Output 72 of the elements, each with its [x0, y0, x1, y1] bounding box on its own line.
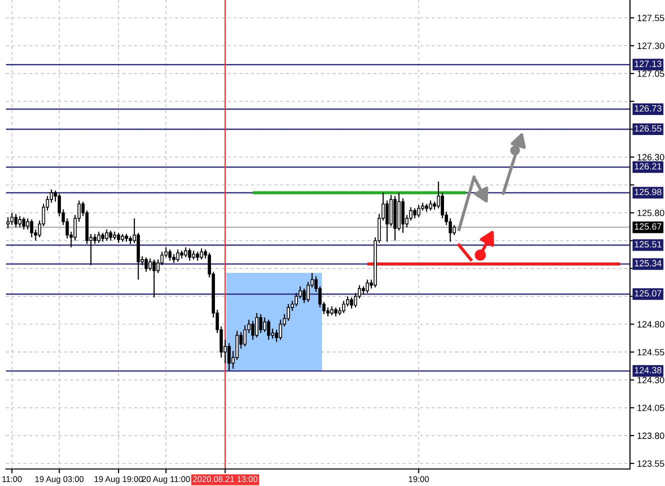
candlestick	[259, 314, 262, 334]
candlestick	[105, 228, 108, 242]
x-tick-label: 20 Aug 11:00	[142, 476, 190, 484]
candlestick	[386, 200, 389, 242]
candlestick	[152, 259, 156, 298]
y-tick-label: 127.30	[638, 42, 664, 50]
candlestick	[251, 320, 254, 340]
candlestick	[302, 288, 306, 304]
candlestick	[18, 216, 22, 228]
x-tick-label: 19:00	[408, 476, 429, 482]
candlestick	[286, 304, 290, 322]
ref-line-label: 125.07	[634, 290, 662, 297]
y-tick-label: 127.55	[638, 14, 664, 22]
candlestick	[188, 248, 192, 262]
ref-line-label: 127.13	[634, 60, 662, 68]
candlestick	[228, 342, 231, 372]
candlestick	[10, 212, 14, 226]
candlestick	[184, 246, 188, 258]
candlestick	[452, 224, 456, 236]
x-tick-label: 2020.08.21 13:00	[193, 476, 258, 482]
y-tick-label: 126.30	[638, 154, 664, 160]
candlestick	[417, 204, 420, 218]
candlestick	[30, 218, 34, 238]
y-tick-label: 123.80	[638, 432, 664, 439]
candlestick	[413, 208, 416, 219]
y-tick-label: 127.05	[638, 70, 664, 77]
candlestick	[428, 200, 432, 212]
y-tick-label: 123.55	[638, 460, 664, 467]
candlestick	[440, 192, 444, 219]
candlestick	[50, 188, 54, 204]
candlestick	[97, 231, 100, 244]
candlestick	[22, 216, 26, 230]
candlestick	[6, 216, 10, 229]
ref-line-label: 126.73	[634, 105, 662, 112]
candlestick	[263, 316, 266, 333]
x-tick-label: 11:00	[2, 476, 22, 482]
candlestick	[401, 198, 405, 234]
ref-line-label: 125.67	[634, 223, 662, 230]
ref-line-label: 125.98	[634, 188, 662, 196]
ref-line-label: 126.21	[634, 163, 662, 170]
candlestick	[26, 218, 30, 230]
y-tick-label: 125.80	[638, 210, 664, 216]
candlestick	[235, 330, 239, 360]
candlestick	[109, 230, 112, 242]
candlestick	[243, 324, 247, 348]
candlestick	[14, 213, 18, 228]
ref-line-label: 126.55	[634, 125, 662, 132]
ref-line-label: 125.34	[634, 260, 662, 266]
candlestick	[200, 248, 204, 260]
candlestick	[278, 319, 282, 340]
candlestick	[354, 292, 358, 308]
y-tick-label: 124.30	[638, 376, 664, 384]
candlestick	[346, 296, 350, 307]
candlestick	[366, 279, 369, 294]
candlestick	[350, 296, 354, 310]
candlestick	[255, 312, 258, 338]
ref-line-label: 124.38	[634, 366, 662, 374]
candlestick	[267, 319, 270, 340]
candlestick	[168, 248, 172, 262]
ref-line-label: 125.51	[634, 241, 662, 248]
candlestick	[306, 281, 310, 302]
candlestick	[116, 232, 120, 244]
candlestick	[144, 256, 148, 272]
candlestick	[93, 233, 96, 245]
x-tick-label: 19 Aug 03:00	[35, 476, 84, 484]
y-tick-label: 124.55	[638, 348, 664, 356]
candlestick	[176, 248, 180, 262]
candlestick	[342, 300, 346, 314]
candlestick	[148, 258, 152, 272]
y-tick-label: 124.80	[638, 321, 664, 328]
y-tick-label: 124.05	[638, 404, 664, 412]
x-tick-label: 19 Aug 19:00	[94, 476, 143, 484]
